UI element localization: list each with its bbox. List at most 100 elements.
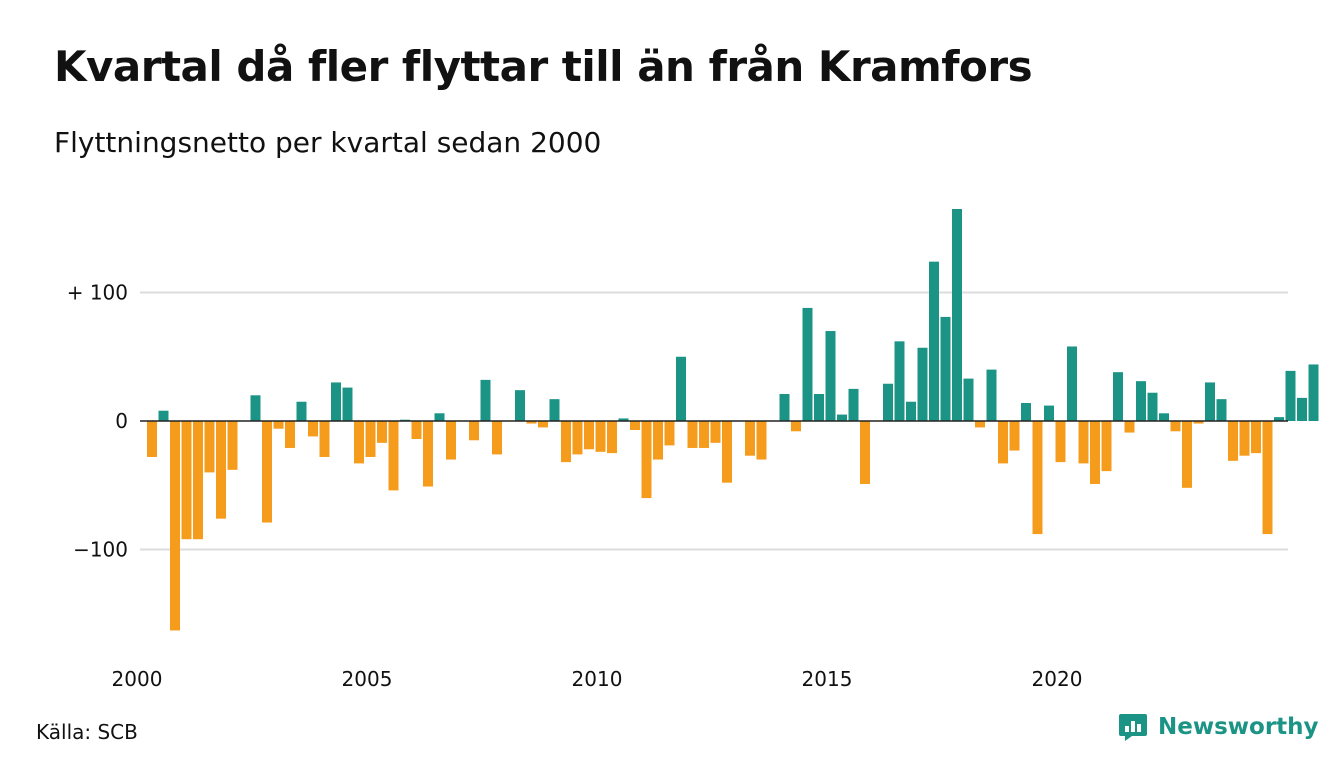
bar	[1308, 364, 1319, 421]
bar	[848, 388, 859, 422]
bar	[756, 421, 767, 460]
x-tick-label: 2020	[1032, 667, 1083, 691]
x-axis-ticks: 2000 2005 2010 2015 2020	[112, 667, 1083, 691]
bar	[837, 414, 847, 421]
newsworthy-logo-icon	[1119, 714, 1147, 741]
bar	[561, 421, 571, 463]
bar	[1044, 405, 1054, 421]
brand-name: Newsworthy	[1158, 714, 1319, 740]
bar	[710, 421, 721, 443]
bar	[342, 387, 353, 421]
bar	[1009, 421, 1020, 451]
bar	[250, 395, 261, 421]
bar	[308, 421, 318, 437]
bar	[1090, 421, 1100, 484]
y-tick-label: + 100	[67, 281, 128, 305]
chart-subtitle: Flyttningsnetto per kvartal sedan 2000	[54, 126, 602, 159]
bar	[1124, 421, 1135, 433]
bar	[779, 394, 790, 421]
bar	[607, 421, 617, 454]
y-axis-ticks: + 100 0 −100	[67, 281, 128, 562]
bar	[158, 410, 169, 421]
bar	[1113, 372, 1123, 421]
bar	[147, 421, 157, 457]
bar	[572, 421, 583, 455]
bar	[204, 421, 215, 473]
bar	[1067, 346, 1077, 421]
bar	[1251, 421, 1261, 454]
bar	[1262, 421, 1273, 535]
bar	[365, 421, 376, 457]
bar	[618, 418, 629, 421]
bar	[170, 421, 180, 631]
y-tick-label: 0	[115, 409, 128, 433]
x-tick-label: 2010	[572, 667, 623, 691]
bar	[526, 421, 537, 424]
bar	[1101, 421, 1112, 472]
bar	[354, 421, 364, 464]
bar	[1274, 417, 1284, 421]
bar	[273, 421, 284, 429]
bar	[1205, 382, 1215, 421]
bar	[641, 421, 652, 499]
bar	[917, 347, 928, 421]
bar	[549, 399, 560, 421]
x-tick-label: 2005	[342, 667, 393, 691]
y-tick-label: −100	[73, 538, 128, 562]
x-tick-label: 2015	[802, 667, 853, 691]
bar	[653, 421, 663, 460]
bar	[929, 261, 939, 421]
bar	[745, 421, 755, 456]
bar	[722, 421, 732, 483]
bar	[860, 421, 870, 484]
bar	[538, 421, 548, 428]
bar	[492, 421, 502, 455]
bar	[940, 316, 951, 421]
bar	[1216, 399, 1227, 421]
bar	[802, 307, 813, 421]
bar	[423, 421, 433, 487]
gridlines	[140, 291, 1288, 551]
bar	[814, 394, 824, 421]
bar	[676, 356, 686, 421]
bar	[1055, 421, 1066, 463]
bar	[630, 421, 640, 430]
bar	[1159, 413, 1169, 421]
bar	[411, 421, 422, 439]
bar	[664, 421, 675, 446]
bar	[1228, 421, 1238, 461]
bar	[584, 421, 594, 450]
source-note: Källa: SCB	[36, 720, 138, 744]
bar	[515, 390, 525, 421]
bar	[1021, 403, 1031, 421]
bar	[446, 421, 456, 460]
bar	[1147, 392, 1158, 421]
bar	[687, 421, 698, 448]
bar	[906, 401, 916, 421]
bar	[480, 379, 491, 421]
bar	[963, 378, 974, 421]
bars	[147, 208, 1319, 631]
chart-title: Kvartal då fler flyttar till än från Kra…	[54, 42, 1033, 91]
bar	[998, 421, 1008, 464]
bar	[975, 421, 985, 428]
bar	[216, 421, 226, 519]
brand-logo: Newsworthy	[1118, 712, 1319, 742]
bar	[227, 421, 238, 470]
bar	[883, 383, 893, 422]
bar	[595, 421, 606, 452]
bar	[331, 382, 341, 421]
bar	[1239, 421, 1250, 456]
bar	[285, 421, 295, 448]
bar	[193, 421, 203, 540]
bar	[319, 421, 330, 457]
bar	[469, 421, 479, 441]
bar	[1136, 381, 1146, 422]
bar	[296, 401, 307, 421]
bar	[377, 421, 387, 443]
x-tick-label: 2000	[112, 667, 163, 691]
bar	[388, 421, 399, 491]
bar	[894, 341, 905, 421]
bar	[825, 331, 836, 421]
bar	[1170, 421, 1181, 432]
